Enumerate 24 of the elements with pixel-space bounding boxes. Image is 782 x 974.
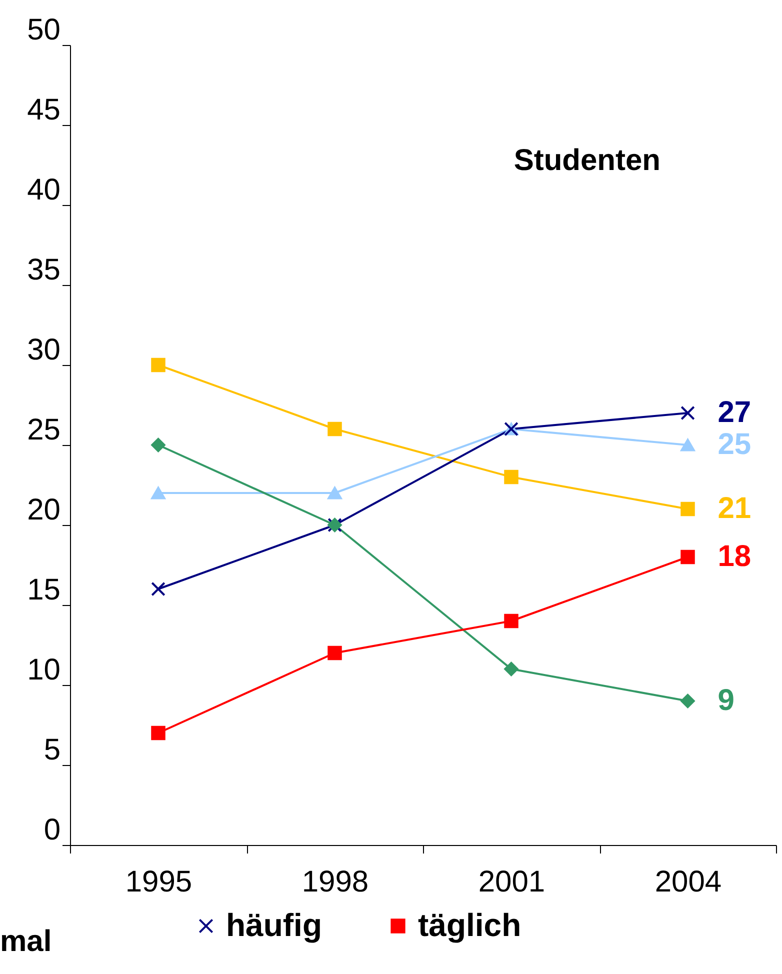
y-tick-label: 20 [27,494,60,526]
x-tick-label: 2001 [478,866,546,898]
y-tick-label: 25 [27,414,60,446]
x-tick-label: 1998 [302,866,369,898]
y-tick-label: 10 [27,654,60,686]
y-tick-label: 5 [44,734,60,766]
y-tick-label: 30 [27,334,60,366]
y-tick-label: 0 [44,814,60,846]
x-tick-label: 2004 [654,866,722,898]
data-label: 9 [718,684,734,717]
text: mal [0,925,52,959]
data-label: 18 [718,540,752,573]
y-tick-label: 45 [27,94,60,126]
y-tick-label: 15 [27,574,60,606]
data-label: 27 [718,396,752,429]
y-tick-label: 35 [27,254,60,286]
x-tick-label: 1995 [125,866,192,898]
text: Studenten [514,144,660,177]
data-label: 21 [718,492,752,525]
legend-label: täglich [418,907,522,943]
legend-label: häufig [226,907,322,943]
y-tick-label: 40 [27,174,60,206]
y-tick-label: 50 [27,14,60,46]
data-label: 25 [718,428,752,461]
